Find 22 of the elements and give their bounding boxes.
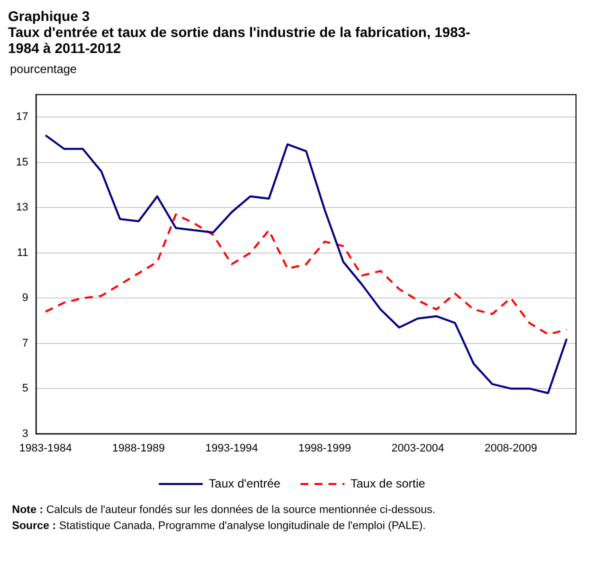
y-tick-label: 15 (16, 156, 28, 168)
source-note: Source : Statistique Canada, Programme d'analyse longitudinale de l'emploi (PALE). (12, 520, 426, 532)
y-tick-label: 17 (16, 111, 28, 124)
x-tick-label: 2008-2009 (484, 442, 538, 454)
line-series (44, 213, 568, 336)
legend-label: Taux de sortie (350, 476, 426, 490)
chart-title: Graphique 3 (8, 8, 91, 24)
x-tick-label: 2003-2004 (391, 442, 444, 454)
chart-subtitle: Taux d'entrée et taux de sortie dans l'industrie de la fabrication, 1983-1984 à 2011-2012 (8, 24, 472, 56)
x-tick-label: 1993-1994 (205, 442, 258, 454)
y-tick-label: 5 (22, 382, 28, 395)
y-tick-label: 9 (22, 292, 28, 304)
y-tick-label: 11 (16, 246, 28, 259)
y-tick-label: 13 (16, 202, 28, 214)
y-tick-label: 7 (22, 337, 28, 350)
legend-label: Taux d'entrée (208, 476, 281, 490)
text: Note : Calculs de l'auteur fondés sur les données de la source mentionnée ci-dessous. (12, 504, 436, 516)
y-axis-title: pourcentage (10, 62, 78, 76)
x-tick-label: 1998-1999 (298, 442, 352, 454)
x-tick-label: 1988-1989 (112, 442, 165, 454)
y-tick-label: 3 (22, 428, 28, 440)
x-tick-label: 1983-1984 (19, 442, 72, 454)
